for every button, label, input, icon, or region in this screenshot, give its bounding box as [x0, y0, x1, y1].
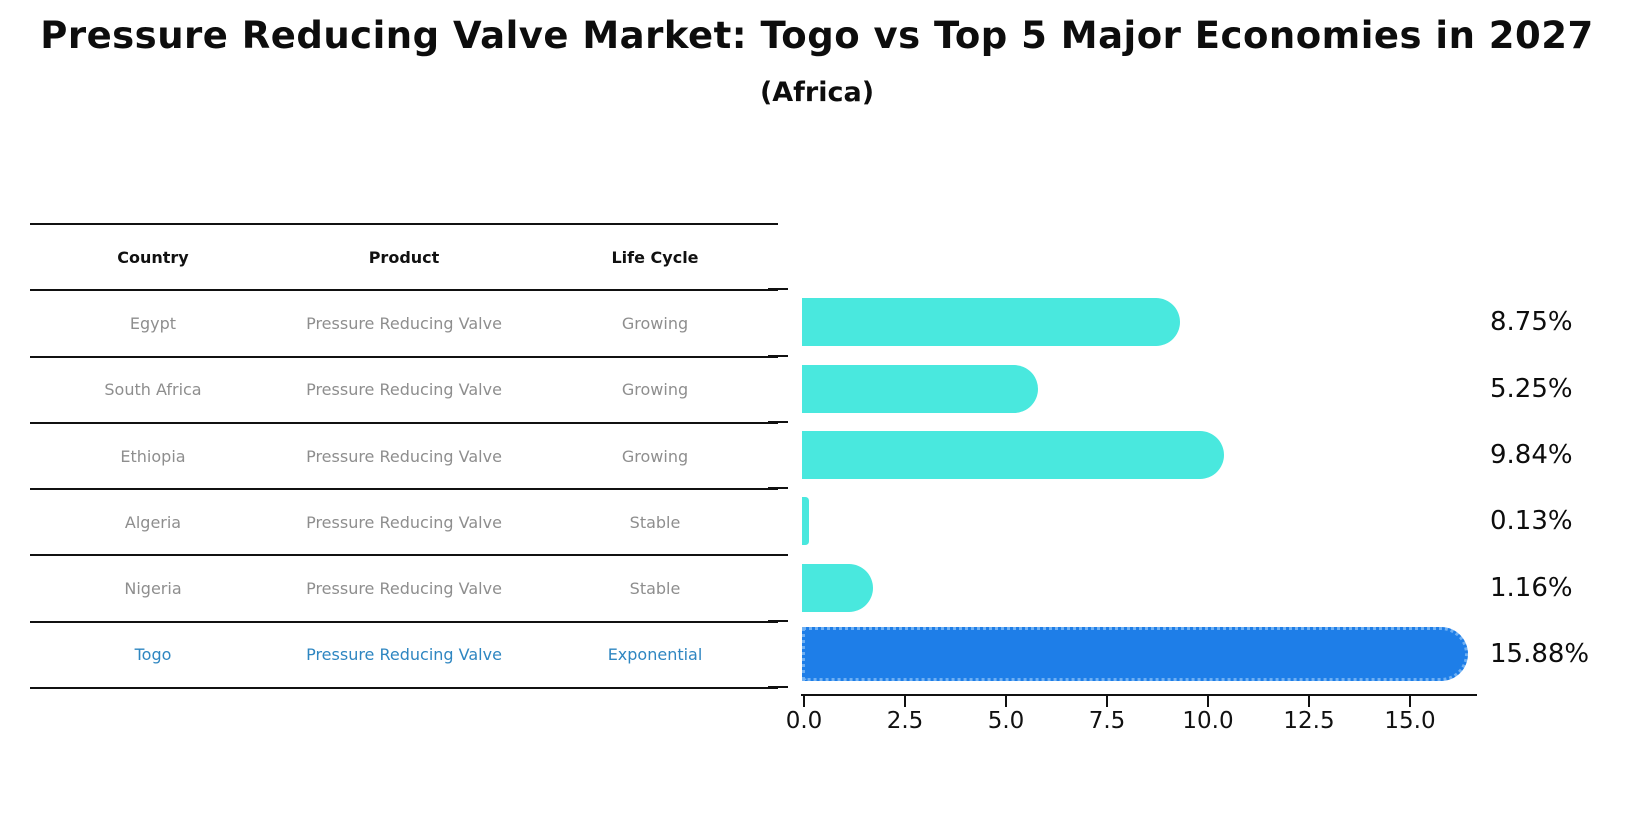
bar-highlight-togo — [802, 627, 1468, 682]
table-cell-country: South Africa — [104, 380, 202, 400]
table-cell-lifecycle: Exponential — [607, 645, 703, 665]
x-axis-tick — [1005, 696, 1007, 707]
table-cell-product: Pressure Reducing Valve — [306, 579, 502, 599]
column-header-product: Product — [368, 247, 440, 267]
x-axis-tick — [803, 696, 805, 707]
table-body: Egypt Pressure Reducing Valve Growing So… — [30, 291, 778, 690]
bar — [802, 497, 810, 546]
table-cell-product: Pressure Reducing Valve — [306, 380, 502, 400]
table-cell-product: Pressure Reducing Valve — [306, 313, 502, 333]
y-axis-tick — [768, 420, 788, 423]
bar — [802, 364, 1039, 413]
bar-value-label: 5.25% — [1490, 373, 1573, 404]
bar — [802, 298, 1180, 347]
column-header-country: Country — [117, 247, 189, 267]
x-axis-tick — [1207, 696, 1209, 707]
bar — [802, 431, 1224, 480]
table-row: Algeria Pressure Reducing Valve Stable — [30, 490, 778, 557]
x-axis-tick — [904, 696, 906, 707]
x-axis-tick-label: 15.0 — [1384, 708, 1436, 734]
table-cell-lifecycle: Growing — [621, 380, 689, 400]
table-cell-product: Pressure Reducing Valve — [306, 512, 502, 532]
table-cell-product: Pressure Reducing Valve — [306, 645, 502, 665]
table-cell-product: Pressure Reducing Valve — [306, 446, 502, 466]
table-cell-country: Nigeria — [124, 579, 182, 599]
table-cell-country: Ethiopia — [120, 446, 186, 466]
x-axis-tick — [1308, 696, 1310, 707]
bar — [802, 563, 873, 612]
table-header-row: Country Product Life Cycle — [30, 225, 778, 292]
y-axis-tick — [768, 288, 788, 291]
chart-title: Pressure Reducing Valve Market: Togo vs … — [40, 14, 1594, 57]
table-cell-country: Togo — [134, 645, 172, 665]
x-axis-tick-label: 5.0 — [987, 708, 1025, 734]
x-axis-tick-label: 12.5 — [1283, 708, 1335, 734]
y-axis-tick — [768, 354, 788, 357]
table-row: Nigeria Pressure Reducing Valve Stable — [30, 556, 778, 623]
table-cell-lifecycle: Stable — [629, 579, 681, 599]
table-cell-country: Algeria — [124, 512, 182, 532]
y-axis-tick — [768, 487, 788, 490]
table-row: Togo Pressure Reducing Valve Exponential — [30, 623, 778, 690]
x-axis-tick-label: 2.5 — [886, 708, 924, 734]
table-cell-lifecycle: Growing — [621, 313, 689, 333]
y-axis-tick — [768, 619, 788, 622]
y-axis-tick — [768, 686, 788, 689]
table-row: Egypt Pressure Reducing Valve Growing — [30, 291, 778, 358]
x-axis-tick-label: 0.0 — [785, 708, 823, 734]
bar-value-label: 1.16% — [1490, 572, 1573, 603]
table-cell-lifecycle: Stable — [629, 512, 681, 532]
y-axis-tick — [768, 553, 788, 556]
bar-value-label: 9.84% — [1490, 440, 1573, 471]
chart-subtitle: (Africa) — [759, 77, 875, 108]
table-row: Ethiopia Pressure Reducing Valve Growing — [30, 424, 778, 491]
bar-value-label: 0.13% — [1490, 506, 1573, 537]
bar-value-label: 15.88% — [1490, 639, 1590, 670]
column-header-lifecycle: Life Cycle — [611, 247, 699, 267]
table-cell-country: Egypt — [129, 313, 177, 333]
x-axis-tick — [1409, 696, 1411, 707]
x-axis-tick — [1106, 696, 1108, 707]
table-cell-lifecycle: Growing — [621, 446, 689, 466]
x-axis-line — [801, 694, 1477, 696]
bar-value-label: 8.75% — [1490, 307, 1573, 338]
table-row: South Africa Pressure Reducing Valve Gro… — [30, 358, 778, 424]
country-table: Country Product Life Cycle Egypt Pressur… — [30, 223, 778, 690]
x-axis-tick-label: 7.5 — [1088, 708, 1126, 734]
x-axis-tick-label: 10.0 — [1182, 708, 1234, 734]
